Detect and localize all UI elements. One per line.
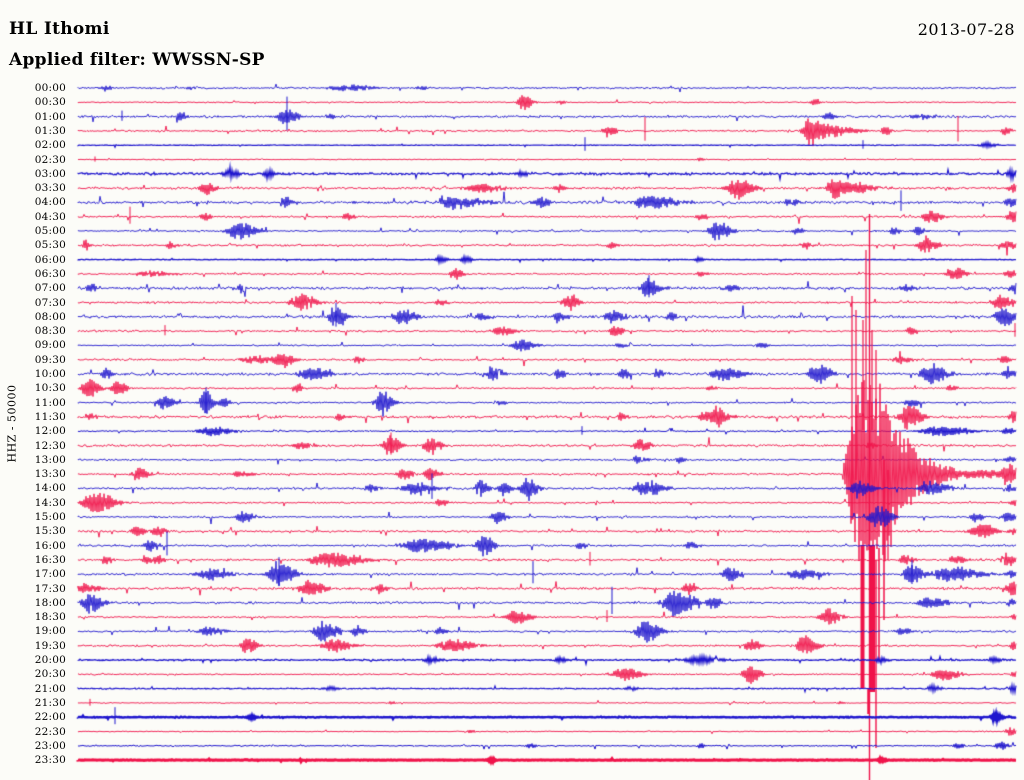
row-time-label: 08:00	[34, 310, 66, 323]
row-time-label: 15:00	[34, 511, 66, 523]
row-time-label: 02:30	[34, 153, 66, 166]
row-time-label: 05:30	[34, 239, 66, 252]
row-time-label: 11:30	[34, 410, 66, 423]
row-time-label: 22:00	[34, 711, 66, 724]
row-time-label: 16:00	[34, 539, 66, 552]
row-time-label: 19:00	[34, 625, 66, 638]
row-time-label: 19:30	[34, 639, 66, 652]
row-time-label: 21:00	[34, 682, 66, 695]
row-time-label: 20:00	[34, 654, 66, 666]
filter-label: Applied filter: WWSSN-SP	[9, 50, 265, 70]
row-time-label: 12:00	[34, 425, 66, 438]
row-time-label: 00:00	[34, 82, 66, 94]
row-time-label: 07:30	[34, 296, 66, 309]
row-time-label: 03:00	[34, 167, 66, 180]
row-time-label: 17:30	[34, 582, 66, 595]
row-time-label: 06:00	[34, 253, 66, 266]
row-time-label: 12:30	[34, 439, 66, 452]
row-time-label: 06:30	[34, 267, 66, 280]
row-time-label: 20:30	[34, 668, 66, 681]
row-time-label: 01:00	[34, 110, 66, 123]
row-time-label: 13:30	[34, 468, 66, 481]
row-time-label: 04:30	[34, 210, 66, 223]
row-time-label: 03:30	[34, 182, 66, 195]
date-label: 2013-07-28	[917, 20, 1015, 39]
row-time-label: 18:30	[34, 611, 66, 624]
row-time-label: 14:30	[34, 496, 66, 509]
row-time-label: 09:30	[34, 353, 66, 366]
row-time-label: 14:00	[34, 482, 66, 495]
row-time-label: 13:00	[34, 453, 66, 466]
row-time-label: 08:30	[34, 325, 66, 338]
row-time-label: 07:00	[34, 282, 66, 295]
row-time-label: 15:30	[34, 525, 66, 538]
row-time-label: 10:00	[34, 368, 66, 380]
row-time-label: 16:30	[34, 553, 66, 566]
row-time-label: 02:00	[34, 139, 66, 152]
row-time-label: 11:00	[34, 396, 66, 409]
row-time-label: 23:00	[34, 739, 66, 752]
row-time-label: 04:00	[34, 196, 66, 209]
station-title: HL Ithomi	[9, 19, 110, 39]
row-time-label: 01:30	[34, 124, 66, 137]
row-time-label: 09:00	[34, 339, 66, 352]
row-time-label: 10:30	[34, 382, 66, 395]
row-time-label: 18:00	[34, 596, 66, 609]
row-time-label: 05:00	[34, 225, 66, 237]
row-time-label: 17:00	[34, 568, 66, 581]
row-time-label: 23:30	[34, 754, 66, 767]
row-time-label: 21:30	[34, 696, 66, 709]
row-time-label: 22:30	[34, 725, 66, 738]
row-time-label: 00:30	[34, 96, 66, 109]
